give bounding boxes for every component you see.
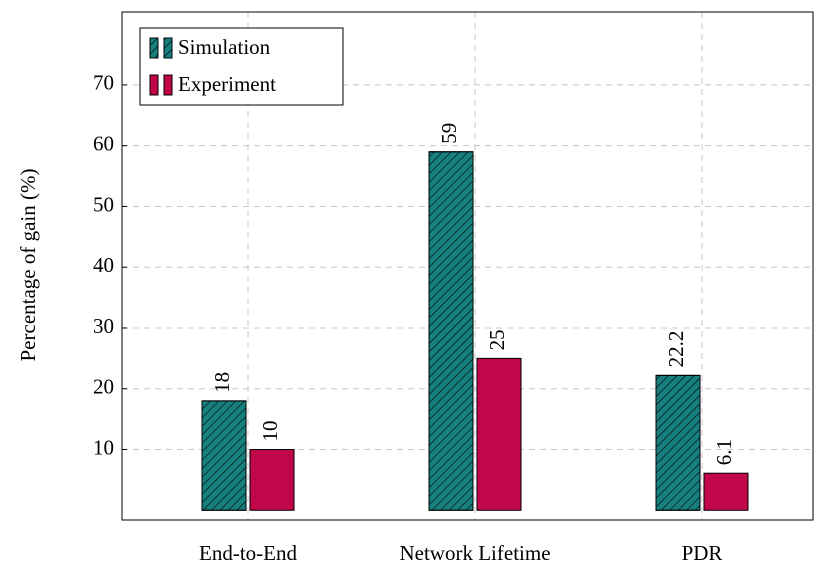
value-label: 18	[210, 372, 234, 393]
bar	[703, 472, 749, 511]
bar-fill	[703, 472, 749, 511]
x-tick-label: End-to-End	[199, 541, 297, 565]
bar-hatch	[655, 374, 701, 511]
legend-label: Simulation	[178, 35, 271, 59]
value-label: 59	[437, 123, 461, 144]
y-tick-label: 20	[93, 375, 114, 399]
y-axis-label: Percentage of gain (%)	[16, 169, 40, 362]
legend-swatch	[149, 74, 159, 96]
bar-hatch	[201, 400, 247, 511]
legend-hatch	[163, 37, 173, 59]
value-label: 25	[485, 329, 509, 350]
y-tick-label: 50	[93, 192, 114, 216]
bar	[428, 151, 474, 511]
x-tick-label: Network Lifetime	[399, 541, 550, 565]
bar-fill	[249, 449, 295, 511]
legend-hatch	[149, 37, 159, 59]
legend-label: Experiment	[178, 72, 276, 96]
bar	[476, 357, 522, 511]
bar-fill	[476, 357, 522, 511]
legend-swatch	[163, 74, 173, 96]
y-tick-label: 60	[93, 131, 114, 155]
bar	[201, 400, 247, 511]
y-tick-label: 30	[93, 314, 114, 338]
value-label: 22.2	[664, 331, 688, 368]
plot-frame	[121, 11, 814, 521]
y-tick-label: 10	[93, 435, 114, 459]
bar-hatch	[428, 151, 474, 511]
value-label: 10	[258, 421, 282, 442]
value-label: 6.1	[712, 439, 736, 465]
y-tick-label: 40	[93, 253, 114, 277]
bar	[249, 449, 295, 511]
x-tick-label: PDR	[682, 541, 723, 565]
y-tick-label: 70	[93, 71, 114, 95]
bar	[655, 374, 701, 511]
legend-box	[139, 27, 344, 106]
